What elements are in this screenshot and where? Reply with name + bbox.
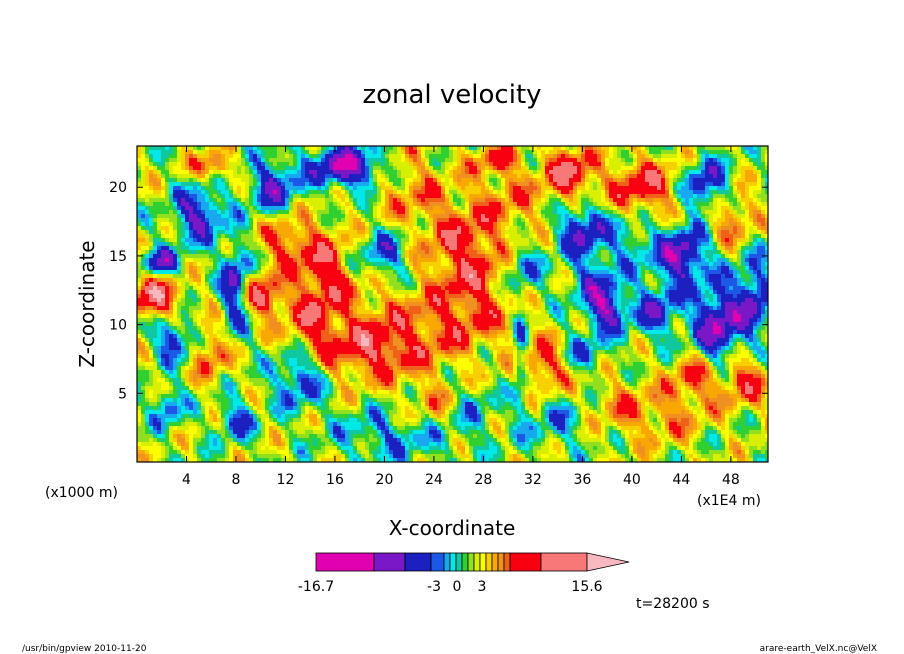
x-tick-label-1: 8 [232, 472, 241, 488]
colorbar-segment-0 [315, 552, 375, 572]
x-tick-label-2: 12 [277, 472, 295, 488]
y-tick-label-1: 10 [109, 318, 127, 334]
x-tick-label-4: 20 [376, 472, 394, 488]
x-tick-label-11: 48 [722, 472, 740, 488]
colorbar-tick-label-1: -3 [427, 579, 441, 595]
colorbar-segment-14 [503, 552, 511, 572]
colorbar-tick-label-2: 0 [453, 579, 462, 595]
colorbar-segment-5 [449, 552, 457, 572]
x-tick-label-6: 28 [475, 472, 493, 488]
colorbar-segment-7 [461, 552, 469, 572]
x-tick-label-7: 32 [524, 472, 542, 488]
colorbar-tick-label-3: 3 [478, 579, 487, 595]
colorbar-segment-16 [540, 552, 588, 572]
x-axis-label: X-coordinate [389, 516, 516, 540]
x-tick-label-9: 40 [623, 472, 641, 488]
y-axis-ticks: 5 10 15 20 [109, 180, 768, 402]
y-units-label: (x1000 m) [45, 485, 118, 501]
colorbar-segment-10 [479, 552, 487, 572]
x-tick-label-3: 16 [326, 472, 344, 488]
colorbar-segment-1 [373, 552, 406, 572]
y-axis-label: Z-coordinate [75, 240, 99, 367]
plot-frame [136, 145, 769, 463]
chart-title: zonal velocity [362, 80, 541, 110]
y-tick-label-3: 20 [109, 180, 127, 196]
heatmap-field [137, 146, 768, 462]
colorbar-segment-12 [491, 552, 499, 572]
x-tick-label-5: 24 [425, 472, 443, 488]
colorbar-tick-label-4: 15.6 [571, 579, 602, 595]
colorbar-segment-6 [455, 552, 463, 572]
footer-file-info: arare-earth_VelX.nc@VelX [760, 644, 877, 654]
y-tick-label-0: 5 [118, 386, 127, 402]
x-tick-label-10: 44 [672, 472, 690, 488]
colorbar-segment-4 [443, 552, 451, 572]
x-units-label: (x1E4 m) [697, 493, 761, 509]
x-axis-ticks: 4 8 12 16 20 24 28 32 36 40 44 48 [182, 146, 740, 488]
colorbar-segment-15 [509, 552, 542, 572]
colorbar [315, 552, 630, 572]
x-tick-label-8: 36 [573, 472, 591, 488]
colorbar-segment-2 [404, 552, 432, 572]
x-tick-label-0: 4 [182, 472, 191, 488]
y-tick-label-2: 15 [109, 249, 127, 265]
colorbar-segment-9 [473, 552, 481, 572]
colorbar-segment-8 [467, 552, 475, 572]
colorbar-segment-13 [497, 552, 505, 572]
colorbar-segment-3 [430, 552, 445, 572]
colorbar-tick-labels: -16.7 -3 0 3 15.6 [298, 579, 603, 595]
colorbar-tick-label-0: -16.7 [298, 579, 334, 595]
colorbar-segment-11 [485, 552, 493, 572]
footer-program-info: /usr/bin/gpview 2010-11-20 [22, 644, 147, 654]
colorbar-extension-arrow [586, 552, 630, 572]
time-label: t=28200 s [636, 596, 710, 612]
